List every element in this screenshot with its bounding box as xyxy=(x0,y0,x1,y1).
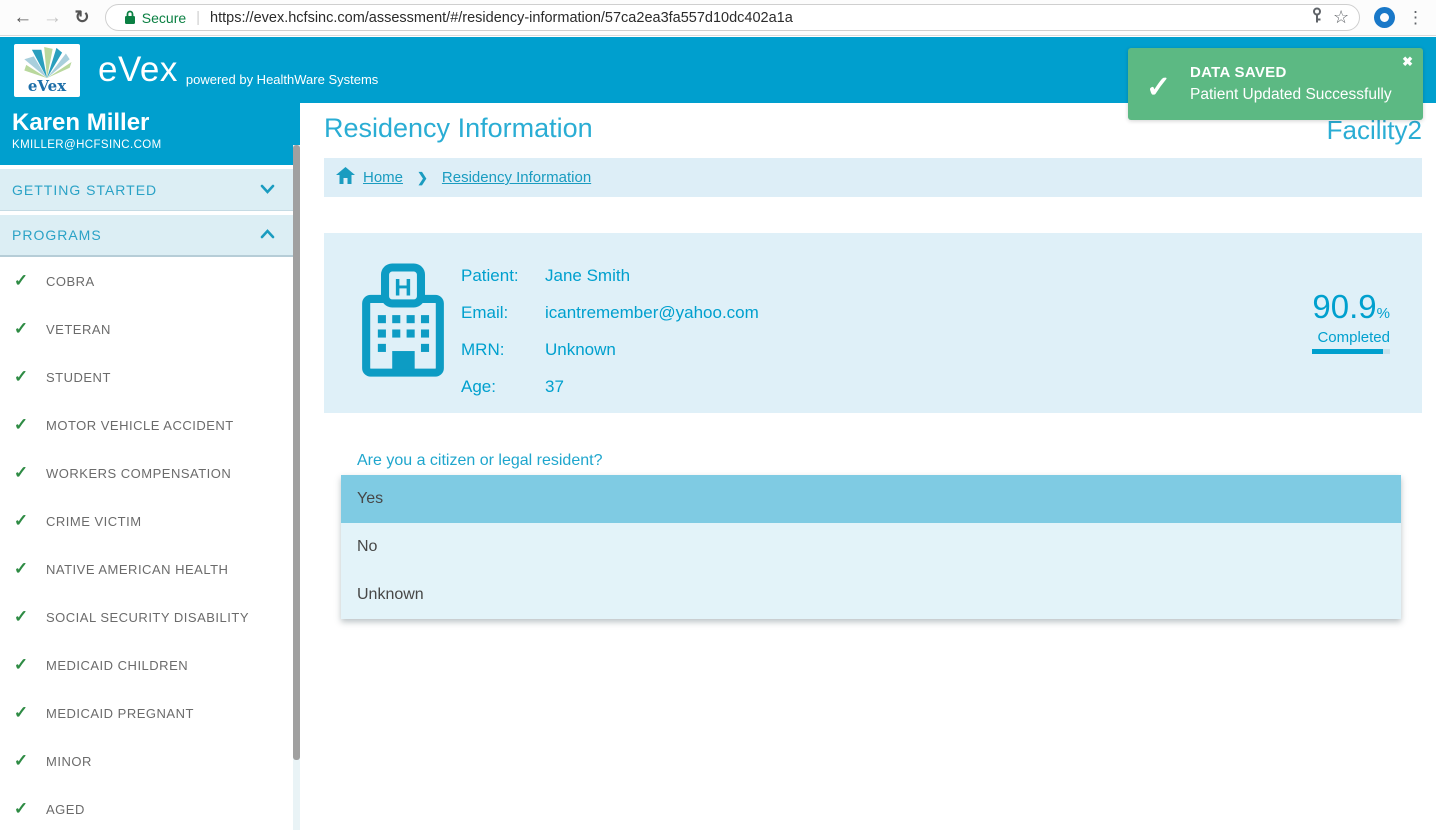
hospital-icon: H xyxy=(358,263,448,383)
secure-lock-icon xyxy=(124,10,136,25)
sidebar-item-aged[interactable]: ✓ AGED xyxy=(0,785,293,830)
patient-card: H Patient: Jane Smith Email: icantremember… xyxy=(324,233,1422,413)
breadcrumb: Home ❯ Residency Information xyxy=(324,158,1422,197)
breadcrumb-chevron-icon: ❯ xyxy=(417,169,428,185)
progress-bar-fill xyxy=(1312,349,1383,354)
check-icon: ✓ xyxy=(13,559,29,578)
email-label: Email: xyxy=(461,302,509,322)
facility-label: Facility2 xyxy=(1326,115,1422,145)
user-name: Karen Miller xyxy=(12,109,150,136)
answer-option[interactable]: Yes xyxy=(341,475,1401,523)
answer-options: Yes No Unknown xyxy=(341,475,1401,619)
logo-text: eVex xyxy=(27,76,67,95)
answer-option[interactable]: Unknown xyxy=(357,586,424,603)
password-key-icon[interactable] xyxy=(1311,7,1323,29)
check-icon: ✓ xyxy=(13,799,29,818)
check-icon: ✓ xyxy=(13,655,29,674)
forward-icon[interactable]: → xyxy=(42,6,62,28)
main-content: Residency Information Facility2 Home ❯ R… xyxy=(300,103,1436,830)
sidebar-item-workers-compensation[interactable]: ✓ WORKERS COMPENSATION xyxy=(0,449,293,497)
toast-title: DATA SAVED xyxy=(1190,64,1287,81)
reload-icon[interactable]: ↻ xyxy=(74,7,90,27)
mrn-label: MRN: xyxy=(461,339,505,359)
sidebar-item-minor[interactable]: ✓ MINOR xyxy=(0,737,293,785)
patient-label: Patient: xyxy=(461,265,519,285)
percent-sign: % xyxy=(1376,305,1390,322)
user-email: KMILLER@HCFSINC.COM xyxy=(12,139,162,151)
home-icon[interactable] xyxy=(336,166,355,189)
sidebar: Karen Miller KMILLER@HCFSINC.COM GETTING… xyxy=(0,103,300,830)
logo-starburst-icon xyxy=(24,46,72,78)
question-text: Are you a citizen or legal resident? xyxy=(357,452,603,469)
breadcrumb-home-link[interactable]: Home xyxy=(363,169,404,186)
breadcrumb-current-link[interactable]: Residency Information xyxy=(441,169,592,186)
sidebar-item-veteran[interactable]: ✓ VETERAN xyxy=(0,305,293,353)
age-label: Age: xyxy=(461,376,496,396)
page-title: Residency Information xyxy=(324,113,593,143)
sidebar-section-getting-started[interactable]: GETTING STARTED xyxy=(0,169,293,211)
program-list: ✓ COBRA ✓ VETERAN ✓ STUDENT ✓ MOTOR VEHICLE … xyxy=(0,257,293,830)
progress-label: Completed xyxy=(1317,329,1390,346)
check-icon: ✓ xyxy=(13,607,29,626)
check-icon: ✓ xyxy=(13,367,29,386)
evex-logo: eVex xyxy=(14,43,80,97)
sidebar-item-crime-victim[interactable]: ✓ CRIME VICTIM xyxy=(0,497,293,545)
brand-name: eVex xyxy=(98,50,178,89)
url-separator: | xyxy=(196,9,201,26)
check-icon: ✓ xyxy=(13,415,29,434)
check-icon: ✓ xyxy=(13,751,29,770)
browser-chrome: ← → ↻ Secure | https://evex.hcfsinc.com/… xyxy=(0,0,1436,36)
progress-bar xyxy=(1312,349,1390,354)
browser-menu-icon[interactable]: ⋮ xyxy=(1406,7,1424,27)
sidebar-section-programs[interactable]: PROGRAMS xyxy=(0,215,293,257)
chevron-up-icon xyxy=(260,226,275,244)
toast-check-icon: ✓ xyxy=(1146,71,1172,104)
progress-percent: 90.9 xyxy=(1312,288,1377,325)
toast-notification: ✓ DATA SAVED Patient Updated Successfull… xyxy=(1128,48,1423,120)
sidebar-item-motor-vehicle-accident[interactable]: ✓ MOTOR VEHICLE ACCIDENT xyxy=(0,401,293,449)
sidebar-scrollbar-thumb[interactable] xyxy=(293,145,300,760)
url-bar[interactable]: Secure | https://evex.hcfsinc.com/assess… xyxy=(104,4,1361,31)
sidebar-item-native-american-health[interactable]: ✓ NATIVE AMERICAN HEALTH xyxy=(0,545,293,593)
bookmark-star-icon[interactable]: ☆ xyxy=(1332,7,1350,27)
answer-option[interactable]: No xyxy=(357,538,378,555)
check-icon: ✓ xyxy=(13,511,29,530)
completion-progress: 90.9% Completed xyxy=(1312,288,1390,354)
sidebar-item-student[interactable]: ✓ STUDENT xyxy=(0,353,293,401)
email-value: icantremember@yahoo.com xyxy=(545,302,759,322)
chevron-down-icon xyxy=(260,181,275,199)
sidebar-item-social-security-disability[interactable]: ✓ SOCIAL SECURITY DISABILITY xyxy=(0,593,293,641)
toast-close-icon[interactable]: ✖ xyxy=(1402,54,1413,69)
user-block: Karen Miller KMILLER@HCFSINC.COM xyxy=(0,103,300,165)
mrn-value: Unknown xyxy=(545,339,616,359)
check-icon: ✓ xyxy=(13,271,29,290)
svg-text:H: H xyxy=(394,274,412,301)
check-icon: ✓ xyxy=(13,463,29,482)
sidebar-item-medicaid-pregnant[interactable]: ✓ MEDICAID PREGNANT xyxy=(0,689,293,737)
profile-icon[interactable] xyxy=(1374,7,1395,28)
toast-message: Patient Updated Successfully xyxy=(1190,86,1392,103)
back-icon[interactable]: ← xyxy=(13,6,33,28)
url-text[interactable]: https://evex.hcfsinc.com/assessment/#/re… xyxy=(210,9,793,26)
secure-label: Secure xyxy=(141,9,187,26)
sidebar-item-medicaid-children[interactable]: ✓ MEDICAID CHILDREN xyxy=(0,641,293,689)
patient-name-value: Jane Smith xyxy=(545,265,631,285)
patient-info: Patient: Jane Smith Email: icantremember@y… xyxy=(461,257,759,405)
brand-tagline: powered by HealthWare Systems xyxy=(185,71,379,87)
age-value: 37 xyxy=(545,376,564,396)
sidebar-item-cobra[interactable]: ✓ COBRA xyxy=(0,257,293,305)
check-icon: ✓ xyxy=(13,703,29,722)
check-icon: ✓ xyxy=(13,319,29,338)
